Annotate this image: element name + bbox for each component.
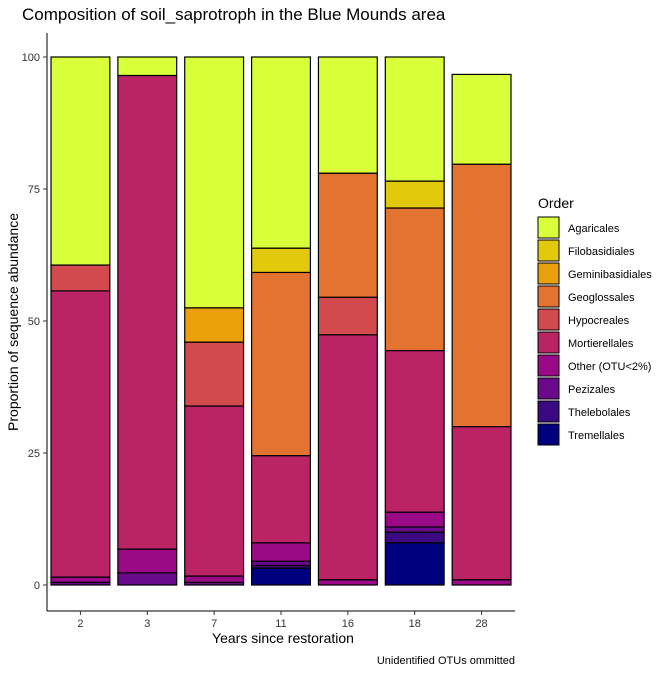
bar-segment-filobasidiales-11 bbox=[250, 247, 312, 274]
bar-segment-mortierellales-2 bbox=[50, 290, 111, 578]
legend-swatch bbox=[537, 331, 560, 354]
bar-segment-mortierellales-3 bbox=[117, 74, 178, 550]
bar-segment-geoglossales-18 bbox=[384, 207, 445, 352]
legend-item: Agaricales bbox=[537, 216, 620, 239]
bar-stack-7 bbox=[184, 56, 245, 586]
bar-segment-mortierellales-11 bbox=[250, 455, 312, 544]
bar-segment-agaricales-28 bbox=[451, 73, 512, 165]
bar-segment-hypocreales-16 bbox=[317, 296, 378, 336]
y-axis-ticks: 0 25 50 75 100 bbox=[22, 52, 47, 592]
x-tick-label: 3 bbox=[144, 618, 150, 630]
legend-label: Other (OTU<2%) bbox=[568, 361, 651, 373]
bar-segment-geoglossales-11 bbox=[250, 271, 312, 457]
legend-swatch bbox=[537, 354, 560, 377]
legend-label: Geminibasidiales bbox=[568, 269, 652, 281]
legend-item: Geoglossales bbox=[537, 285, 635, 308]
bar-segment-hypocreales-2 bbox=[50, 264, 111, 292]
bar-segment-mortierellales-18 bbox=[384, 349, 445, 513]
bar-segment-agaricales-7 bbox=[184, 56, 245, 309]
legend-label: Agaricales bbox=[568, 223, 620, 235]
bar-segment-pezizales-3 bbox=[117, 572, 178, 586]
y-tick-label: 75 bbox=[28, 184, 40, 196]
bar-segment-agaricales-11 bbox=[250, 56, 312, 249]
bar-segment-filobasidiales-18 bbox=[384, 180, 445, 209]
bar-segment-geoglossales-28 bbox=[451, 163, 512, 428]
y-axis-title: Proportion of sequence abundance bbox=[5, 213, 21, 431]
bar-segment-other-otu-2--3 bbox=[117, 548, 178, 574]
bar-segment-other-otu-2--7 bbox=[184, 575, 245, 583]
legend-item: Mortierellales bbox=[537, 331, 634, 354]
legend-label: Pezizales bbox=[568, 384, 616, 396]
legend-label: Filobasidiales bbox=[568, 246, 635, 258]
legend-item: Geminibasidiales bbox=[537, 262, 652, 285]
x-tick-label: 28 bbox=[475, 618, 487, 630]
legend-swatch bbox=[537, 400, 560, 423]
bar-segment-mortierellales-28 bbox=[451, 426, 512, 581]
x-tick-label: 18 bbox=[409, 618, 421, 630]
bar-segment-agaricales-16 bbox=[317, 56, 378, 174]
y-tick-label: 25 bbox=[28, 448, 40, 460]
legend-label: Hypocreales bbox=[568, 315, 630, 327]
bar-stack-2 bbox=[50, 56, 111, 586]
bar-stack-11 bbox=[250, 56, 312, 586]
bar-segment-thelebolales-18 bbox=[384, 531, 445, 544]
legend-swatch bbox=[537, 216, 560, 239]
x-tick-label: 16 bbox=[342, 618, 354, 630]
x-tick-label: 11 bbox=[275, 618, 286, 630]
legend-item: Hypocreales bbox=[537, 308, 630, 331]
bar-segment-geminibasidiales-7 bbox=[184, 307, 245, 343]
legend-label: Mortierellales bbox=[568, 338, 634, 350]
bar-segment-agaricales-2 bbox=[50, 56, 111, 266]
y-tick-label: 100 bbox=[22, 52, 40, 64]
y-tick-label: 50 bbox=[28, 316, 40, 328]
legend-title: Order bbox=[538, 195, 574, 211]
bar-segment-tremellales-18 bbox=[384, 542, 445, 586]
bar-segment-tremellales-11 bbox=[250, 567, 312, 586]
legend-item: Filobasidiales bbox=[537, 239, 635, 262]
x-axis-title: Years since restoration bbox=[212, 630, 354, 646]
legend-item: Other (OTU<2%) bbox=[537, 354, 651, 377]
legend-label: Thelebolales bbox=[568, 407, 631, 419]
bar-segment-agaricales-3 bbox=[117, 56, 178, 77]
bar-segment-other-otu-2--28 bbox=[451, 579, 512, 586]
legend-item: Pezizales bbox=[537, 377, 616, 400]
bar-segment-mortierellales-16 bbox=[317, 334, 378, 581]
bar-segment-geoglossales-16 bbox=[317, 172, 378, 298]
x-axis-ticks: 2 3 7 11 16 18 28 bbox=[77, 611, 488, 630]
plot-area bbox=[50, 56, 512, 586]
legend-label: Geoglossales bbox=[568, 292, 635, 304]
y-tick-label: 0 bbox=[34, 580, 40, 592]
chart-title: Composition of soil_saprotroph in the Bl… bbox=[22, 5, 446, 24]
legend-item: Thelebolales bbox=[537, 400, 631, 423]
bar-segment-pezizales-11 bbox=[250, 560, 312, 567]
bar-stack-28 bbox=[451, 73, 512, 586]
bar-stack-18 bbox=[384, 56, 445, 586]
bar-segment-hypocreales-7 bbox=[184, 341, 245, 407]
bar-segment-other-otu-2--11 bbox=[250, 542, 312, 562]
bar-stack-16 bbox=[317, 56, 378, 586]
legend-swatch bbox=[537, 239, 560, 262]
bar-segment-agaricales-18 bbox=[384, 56, 445, 182]
chart-caption: Unidentified OTUs ommitted bbox=[377, 655, 515, 667]
x-tick-label: 7 bbox=[211, 618, 217, 630]
legend: Agaricales Filobasidiales Geminibasidiales… bbox=[537, 216, 652, 446]
bar-segment-pezizales-18 bbox=[384, 526, 445, 533]
bar-segment-other-otu-2--2 bbox=[50, 576, 111, 583]
bar-segment-mortierellales-7 bbox=[184, 405, 245, 577]
legend-swatch bbox=[537, 377, 560, 400]
legend-swatch bbox=[537, 308, 560, 331]
bar-segment-other-otu-2--16 bbox=[317, 579, 378, 586]
legend-label: Tremellales bbox=[568, 430, 625, 442]
x-tick-label: 2 bbox=[77, 618, 83, 630]
legend-item: Tremellales bbox=[537, 423, 625, 446]
bar-stack-3 bbox=[117, 56, 178, 586]
legend-swatch bbox=[537, 262, 560, 285]
legend-swatch bbox=[537, 285, 560, 308]
legend-swatch bbox=[537, 423, 560, 446]
bar-segment-other-otu-2--18 bbox=[384, 511, 445, 528]
